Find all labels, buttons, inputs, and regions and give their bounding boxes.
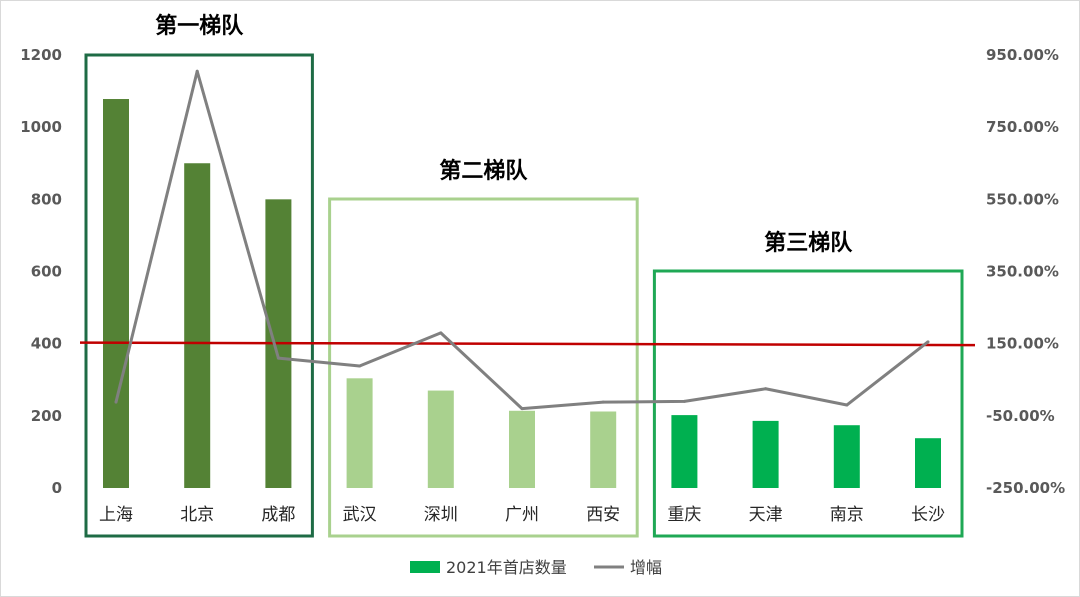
growth-point-天津	[764, 387, 768, 391]
left-axis-ticks: 0 200 400 600 800 1000 1200	[20, 46, 62, 497]
right-tick-label: -250.00%	[986, 479, 1065, 497]
tier-box-2	[328, 197, 639, 538]
growth-point-长沙	[926, 340, 930, 344]
right-tick-label: 550.00%	[986, 190, 1059, 208]
category-label-西安: 西安	[586, 505, 620, 525]
bar-重庆	[671, 415, 698, 488]
growth-line-series	[114, 69, 930, 411]
category-label-天津: 天津	[749, 505, 783, 525]
left-tick-label: 1200	[20, 46, 62, 64]
category-label-广州: 广州	[505, 505, 539, 525]
left-tick-label: 800	[31, 190, 62, 208]
legend-bar-label: 2021年首店数量	[446, 558, 567, 577]
left-tick-label: 200	[31, 407, 62, 425]
category-labels: 上海 北京 成都 武汉 深圳 广州 西安 重庆 天津 南京 长沙	[99, 505, 945, 525]
category-label-深圳: 深圳	[424, 505, 458, 525]
left-tick-label: 1000	[20, 118, 62, 136]
growth-point-重庆	[682, 399, 686, 403]
category-label-成都: 成都	[261, 505, 295, 525]
growth-point-西安	[601, 400, 605, 404]
bar-北京	[184, 163, 211, 488]
growth-point-北京	[195, 69, 199, 73]
right-axis-ticks: -250.00% -50.00% 150.00% 350.00% 550.00% 750.…	[986, 46, 1065, 497]
tier-title-1: 第一梯队	[155, 13, 244, 39]
growth-point-上海	[114, 400, 118, 404]
category-label-北京: 北京	[180, 505, 214, 525]
right-tick-label: 750.00%	[986, 118, 1059, 136]
bar-西安	[590, 411, 617, 488]
bar-南京	[833, 425, 860, 488]
reference-line-group	[79, 341, 976, 347]
legend: 2021年首店数量 增幅	[410, 558, 662, 577]
tier-box-1	[84, 53, 314, 538]
category-label-长沙: 长沙	[911, 505, 945, 525]
growth-point-成都	[276, 356, 280, 360]
legend-bar-swatch	[410, 561, 440, 573]
category-label-上海: 上海	[99, 505, 133, 525]
category-label-南京: 南京	[830, 505, 864, 525]
tier-title-3: 第三梯队	[764, 230, 853, 256]
reference-line	[79, 341, 976, 347]
bar-天津	[752, 420, 779, 488]
tier-box-3	[652, 269, 964, 538]
bar-深圳	[427, 390, 454, 488]
growth-point-深圳	[439, 331, 443, 335]
left-tick-label: 400	[31, 335, 62, 353]
bar-series	[103, 99, 941, 489]
tier-title-2: 第二梯队	[439, 158, 528, 184]
bar-武汉	[346, 378, 373, 488]
right-tick-label: 150.00%	[986, 335, 1059, 353]
right-tick-label: 350.00%	[986, 263, 1059, 281]
bar-广州	[509, 410, 535, 488]
growth-point-南京	[845, 403, 849, 407]
right-tick-label: 950.00%	[986, 46, 1059, 64]
growth-point-广州	[520, 407, 524, 411]
growth-point-武汉	[358, 364, 362, 368]
right-tick-label: -50.00%	[986, 407, 1055, 425]
legend-line-label: 增幅	[630, 558, 662, 577]
bar-上海	[103, 99, 129, 488]
category-label-重庆: 重庆	[667, 505, 701, 525]
bar-长沙	[915, 438, 941, 488]
category-label-武汉: 武汉	[343, 505, 377, 525]
left-tick-label: 600	[31, 263, 62, 281]
left-tick-label: 0	[52, 479, 62, 497]
